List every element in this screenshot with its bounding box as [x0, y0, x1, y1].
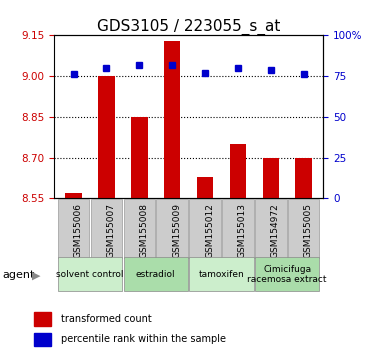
FancyBboxPatch shape	[255, 257, 320, 291]
Bar	[230, 144, 246, 198]
Bar	[131, 117, 147, 198]
Text: GSM155013: GSM155013	[238, 203, 247, 258]
Text: tamoxifen: tamoxifen	[199, 270, 244, 279]
Text: solvent control: solvent control	[56, 270, 124, 279]
FancyBboxPatch shape	[58, 257, 122, 291]
Text: GSM155006: GSM155006	[74, 203, 83, 258]
Text: GSM154972: GSM154972	[271, 203, 280, 258]
Text: agent: agent	[2, 270, 34, 280]
Bar	[34, 312, 51, 326]
FancyBboxPatch shape	[91, 199, 122, 258]
Bar	[65, 193, 82, 198]
Title: GDS3105 / 223055_s_at: GDS3105 / 223055_s_at	[97, 19, 280, 35]
Text: GSM155007: GSM155007	[107, 203, 116, 258]
FancyBboxPatch shape	[156, 199, 188, 258]
Text: percentile rank within the sample: percentile rank within the sample	[61, 335, 226, 344]
Text: GSM155009: GSM155009	[172, 203, 181, 258]
FancyBboxPatch shape	[189, 257, 254, 291]
Bar	[34, 333, 51, 346]
FancyBboxPatch shape	[222, 199, 254, 258]
Text: ▶: ▶	[32, 270, 40, 280]
Bar	[295, 158, 312, 198]
Text: transformed count: transformed count	[61, 314, 152, 324]
Bar	[197, 177, 213, 198]
FancyBboxPatch shape	[58, 199, 89, 258]
Text: GSM155008: GSM155008	[139, 203, 148, 258]
Bar	[164, 41, 181, 198]
FancyBboxPatch shape	[124, 199, 155, 258]
Text: Cimicifuga
racemosa extract: Cimicifuga racemosa extract	[248, 265, 327, 284]
Bar	[263, 158, 279, 198]
FancyBboxPatch shape	[288, 199, 320, 258]
FancyBboxPatch shape	[189, 199, 221, 258]
Text: GSM155005: GSM155005	[304, 203, 313, 258]
Text: estradiol: estradiol	[136, 270, 176, 279]
Bar	[98, 76, 115, 198]
FancyBboxPatch shape	[124, 257, 188, 291]
FancyBboxPatch shape	[255, 199, 286, 258]
Text: GSM155012: GSM155012	[205, 203, 214, 258]
